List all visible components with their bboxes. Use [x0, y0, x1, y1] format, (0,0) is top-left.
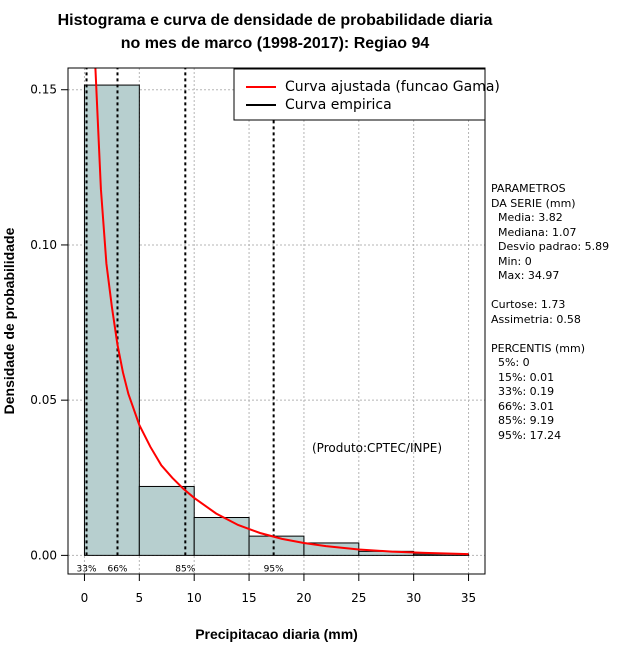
- x-tick-label: 35: [461, 591, 476, 605]
- stats-param: Media: 3.82: [491, 211, 563, 224]
- stats-shape: Curtose: 1.73: [491, 298, 566, 311]
- x-tick-label: 30: [406, 591, 421, 605]
- percentis-value: 66%: 3.01: [491, 399, 555, 413]
- chart-title-line1: Histograma e curva de densidade de proba…: [57, 12, 493, 29]
- y-tick-label: 0.15: [30, 83, 57, 97]
- stats-subheader: DA SERIE (mm): [491, 196, 576, 210]
- stats-param: Desvio padrao: 5.89: [491, 240, 610, 253]
- y-axis-label: Densidade de probabilidade: [1, 227, 17, 414]
- fitted-gamma-curve: [94, 67, 469, 556]
- x-tick-label: 25: [351, 591, 366, 605]
- percentis-value: 95%: 17.24: [491, 428, 562, 442]
- stats-header: PARAMETROS: [491, 182, 566, 195]
- x-tick-label: 0: [81, 591, 89, 605]
- stats-shape: Assimetria: 0.58: [491, 312, 581, 326]
- stats-param: Min: 0: [491, 254, 532, 268]
- legend-box: [233, 68, 486, 121]
- histogram-bar: [138, 485, 195, 556]
- y-tick-label: 0.05: [30, 393, 57, 407]
- y-tick-label: 0.10: [30, 238, 57, 252]
- histogram-bar: [193, 517, 250, 556]
- x-tick-label: 15: [241, 591, 256, 605]
- stats-param: Mediana: 1.07: [491, 225, 577, 239]
- percentis-value: 15%: 0.01: [491, 370, 555, 384]
- percentis-value: 85%: 9.19: [491, 414, 555, 427]
- x-axis-label: Precipitacao diaria (mm): [195, 626, 358, 642]
- percentis-value: 33%: 0.19: [491, 385, 555, 398]
- y-tick-label: 0.00: [30, 548, 57, 562]
- percentile-label: 95%: [264, 564, 284, 574]
- percentile-label: 85%: [175, 564, 195, 574]
- percentis-header: PERCENTIS (mm): [491, 341, 585, 355]
- stats-param: Max: 34.97: [491, 269, 560, 282]
- legend-label-empirical: Curva empirica: [285, 97, 392, 113]
- histogram-bar: [83, 84, 140, 556]
- x-tick-label: 20: [296, 591, 311, 605]
- histogram-bar: [248, 535, 305, 556]
- percentile-label: 66%: [107, 564, 127, 574]
- product-annotation: (Produto:CPTEC/INPE): [312, 441, 442, 455]
- x-tick-label: 10: [187, 591, 202, 605]
- percentile-label: 33%: [77, 564, 97, 574]
- chart-title-line2: no mes de marco (1998-2017): Regiao 94: [120, 35, 430, 52]
- legend-label-fitted: Curva ajustada (funcao Gama): [285, 79, 500, 95]
- percentis-value: 5%: 0: [491, 356, 530, 369]
- x-tick-label: 5: [136, 591, 144, 605]
